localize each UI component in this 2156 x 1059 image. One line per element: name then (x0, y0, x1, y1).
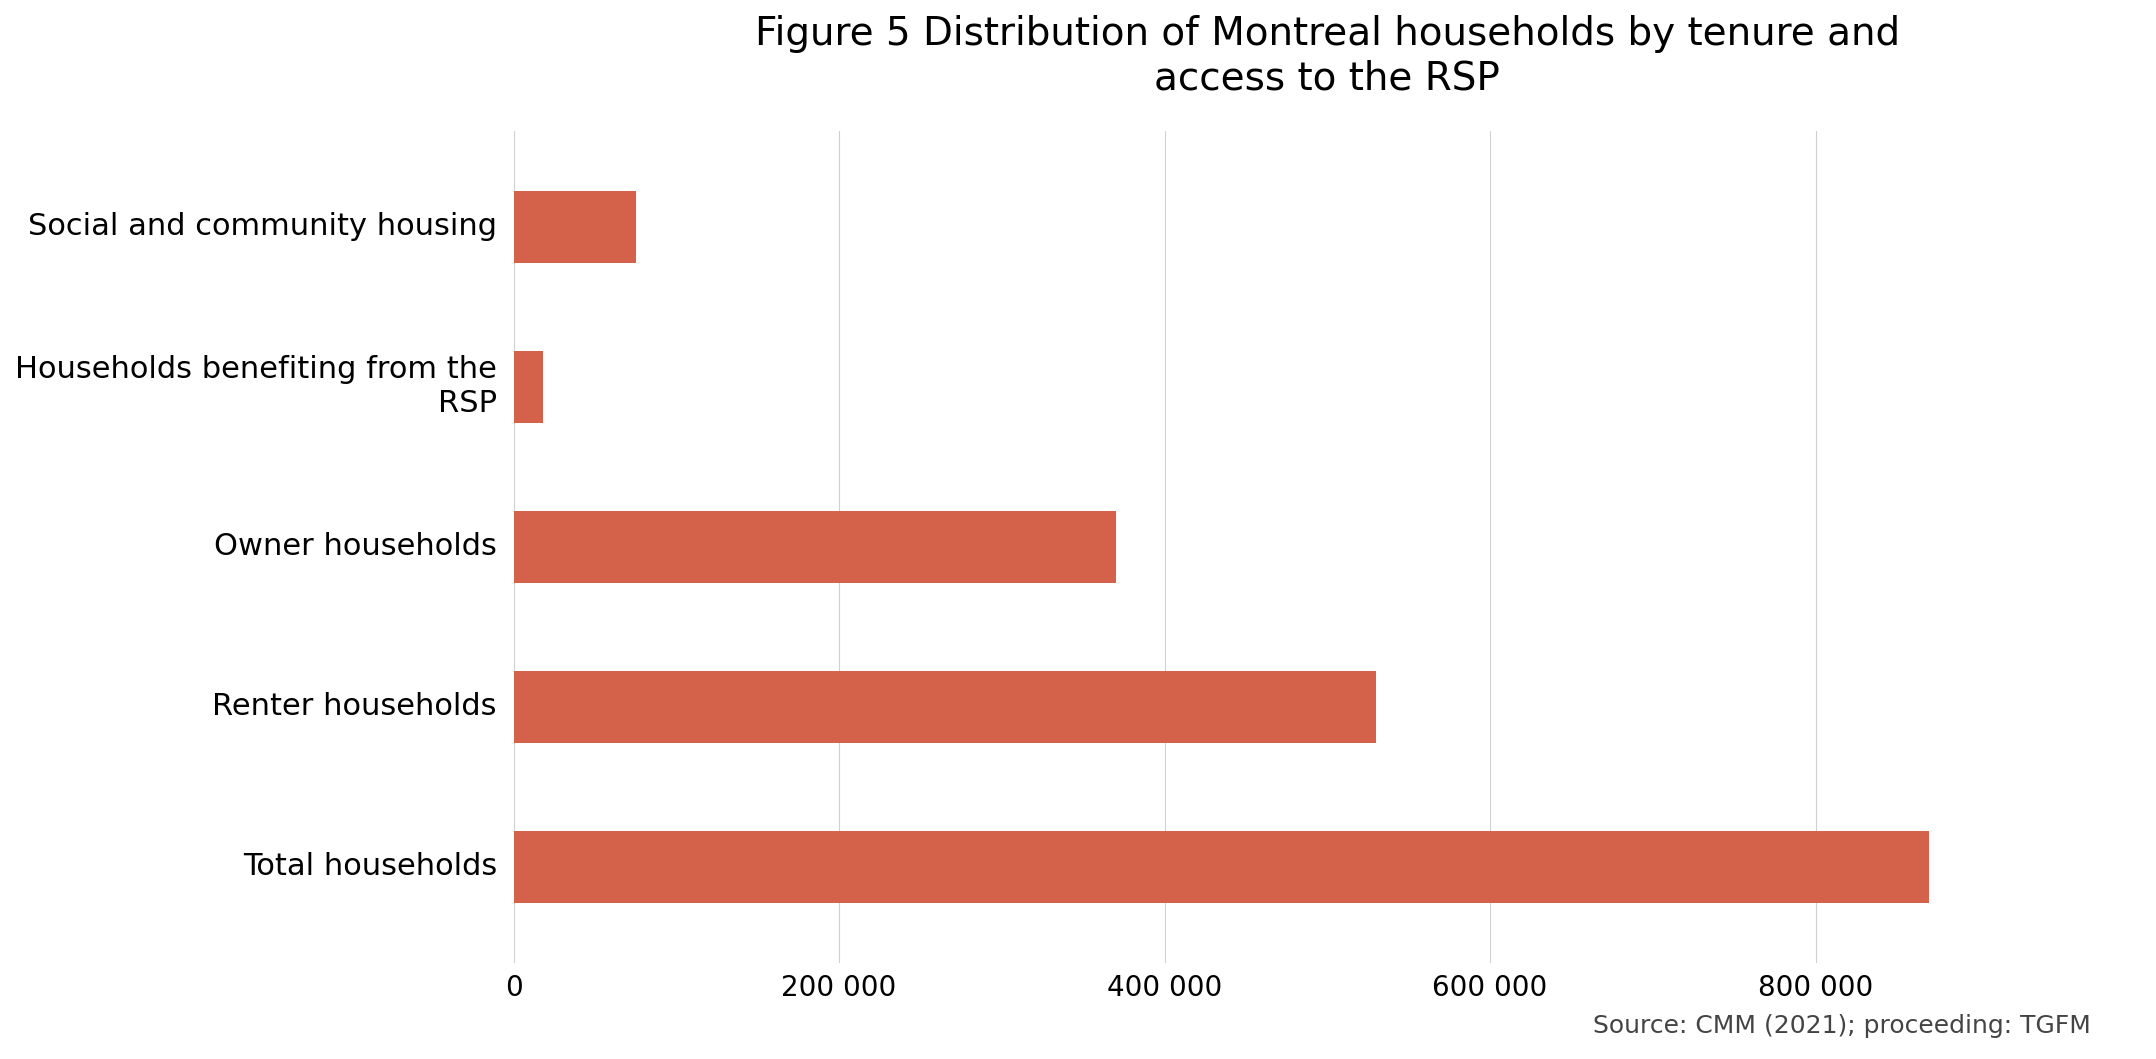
Bar (513, 510, 1115, 582)
Bar (513, 830, 1930, 902)
Bar (513, 351, 543, 423)
Bar (513, 191, 636, 263)
Title: Figure 5 Distribution of Montreal households by tenure and
access to the RSP: Figure 5 Distribution of Montreal househ… (755, 15, 1899, 97)
Text: Source: CMM (2021); proceeding: TGFM: Source: CMM (2021); proceeding: TGFM (1593, 1013, 2091, 1038)
Bar (513, 670, 1376, 742)
